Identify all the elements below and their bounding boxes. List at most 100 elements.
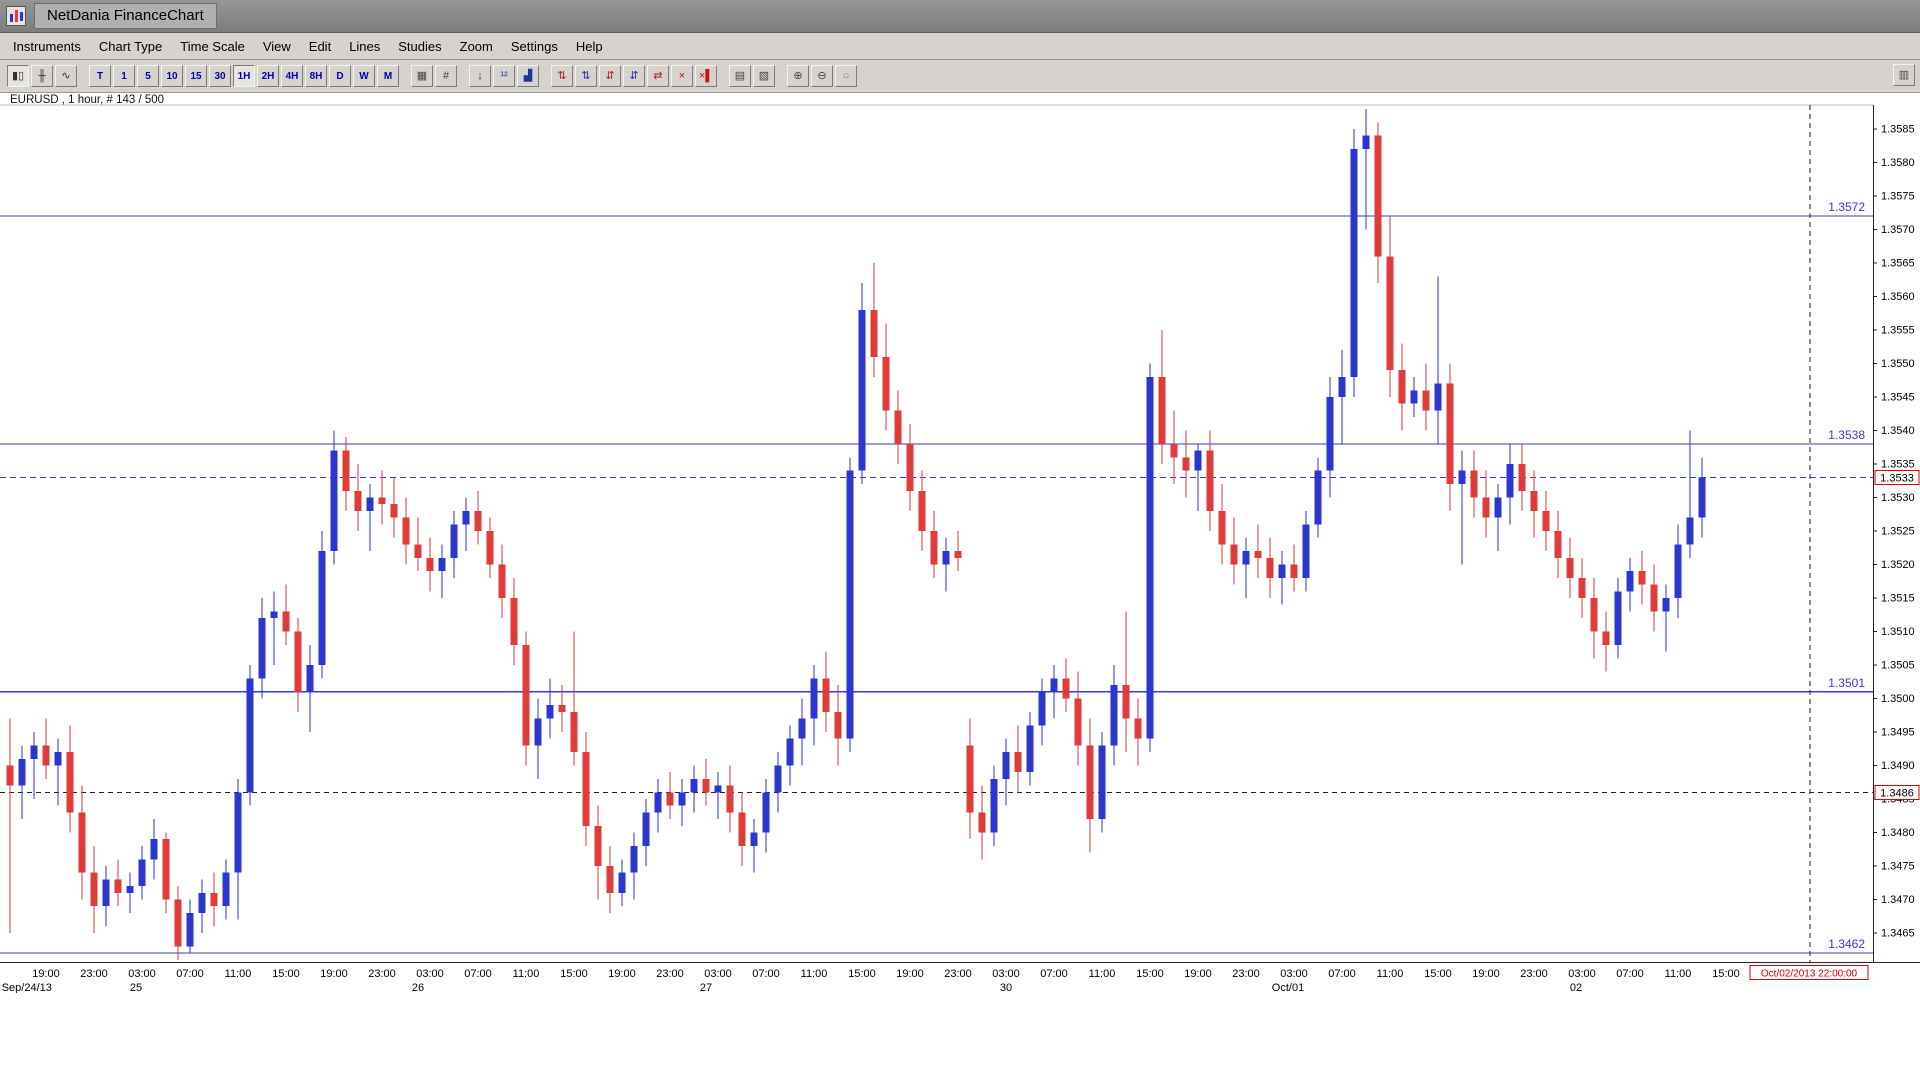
- dashed-line-price-tag: [1874, 784, 1920, 800]
- x-axis-time-label: 11:00: [801, 968, 828, 980]
- panel-toggle-button[interactable]: ▥: [1893, 64, 1915, 86]
- toolbar-group-signals: ⇅ ⇅ ⇵ ⇵ ⇄ × ×▌: [550, 65, 718, 87]
- arrows-up-down-red-button[interactable]: ⇅: [551, 65, 573, 87]
- menu-chart-type[interactable]: Chart Type: [98, 38, 163, 54]
- volume-button[interactable]: ▟: [517, 65, 539, 87]
- menu-settings[interactable]: Settings: [510, 38, 558, 54]
- delete-all-signals-button[interactable]: ×▌: [695, 65, 717, 87]
- y-axis-label: 1.3555: [1881, 325, 1915, 337]
- x-axis-time-label: 11:00: [1377, 968, 1404, 980]
- x-axis-time-label: 03:00: [992, 968, 1020, 980]
- arrows-pair-blue-button[interactable]: ⇵: [623, 65, 645, 87]
- x-axis-time-label: 23:00: [368, 968, 396, 980]
- y-axis-label: 1.3585: [1881, 124, 1915, 136]
- x-axis-date-label: 25: [130, 982, 142, 993]
- current-price-tag: [1874, 469, 1920, 485]
- y-axis-label: 1.3560: [1881, 291, 1915, 303]
- menu-help[interactable]: Help: [575, 38, 603, 54]
- zoom-reset-button[interactable]: ○: [835, 65, 857, 87]
- x-axis-time-label: 15:00: [1136, 968, 1164, 980]
- x-axis-time-label: 03:00: [1568, 968, 1596, 980]
- chart-info-label: EURUSD , 1 hour, # 143 / 500: [10, 94, 165, 106]
- x-axis-time-label: 23:00: [944, 968, 972, 980]
- timeframe-30m-button[interactable]: 30: [209, 65, 231, 87]
- menu-time-scale[interactable]: Time Scale: [180, 38, 245, 54]
- y-axis-label: 1.3495: [1881, 727, 1915, 739]
- menu-view[interactable]: View: [262, 38, 291, 54]
- y-axis-label: 1.3575: [1881, 191, 1915, 203]
- y-axis-label: 1.3490: [1881, 760, 1915, 772]
- y-axis-label: 1.3505: [1881, 660, 1915, 672]
- zoom-in-button[interactable]: ⊕: [787, 65, 809, 87]
- x-axis-time-label: 15:00: [560, 968, 588, 980]
- candles: [6, 108, 1706, 960]
- candlestick-chart-button[interactable]: ▮▯: [7, 65, 29, 87]
- time-line-tag: [1749, 965, 1869, 980]
- timeframe-5m-button[interactable]: 5: [137, 65, 159, 87]
- x-axis-time-label: 07:00: [176, 968, 204, 980]
- x-axis-time-label: 11:00: [1665, 968, 1692, 980]
- timeframe-15m-button[interactable]: 15: [185, 65, 207, 87]
- x-axis-date-label: 26: [412, 982, 424, 993]
- y-axis-label: 1.3520: [1881, 559, 1915, 571]
- x-axis-time-label: 19:00: [608, 968, 636, 980]
- x-axis-time-label: 07:00: [1040, 968, 1068, 980]
- chart-area[interactable]: EURUSD , 1 hour, # 143 / 500 1.3572 1.353…: [0, 93, 1920, 1080]
- timeframe-4h-button[interactable]: 4H: [281, 65, 303, 87]
- app-icon: [6, 6, 26, 26]
- data-cursor-button[interactable]: ↓: [469, 65, 491, 87]
- y-axis-label: 1.3480: [1881, 827, 1915, 839]
- bar-chart-button[interactable]: ╫: [31, 65, 53, 87]
- arrows-up-down-blue-button[interactable]: ⇅: [575, 65, 597, 87]
- y-axis-label: 1.3550: [1881, 358, 1915, 370]
- y-axis-label: 1.3465: [1881, 928, 1915, 940]
- price-levels-button[interactable]: ¹²: [493, 65, 515, 87]
- x-axis-time-label: 15:00: [1424, 968, 1452, 980]
- x-axis-date-label: 27: [700, 982, 712, 993]
- toolbar-group-annotations: ↓ ¹² ▟: [468, 65, 540, 87]
- toolbar-group-timeframes: T 1 5 10 15 30 1H 2H 4H 8H D W M: [88, 65, 400, 87]
- current-price-tag-text: 1.3533: [1880, 472, 1914, 484]
- timeframe-2h-button[interactable]: 2H: [257, 65, 279, 87]
- timeframe-1h-button[interactable]: 1H: [233, 65, 255, 87]
- delete-signal-button[interactable]: ×: [671, 65, 693, 87]
- x-axis-time-label: 23:00: [1520, 968, 1548, 980]
- menu-instruments[interactable]: Instruments: [13, 38, 81, 54]
- window-title: NetDania FinanceChart: [34, 3, 217, 29]
- timeframe-tick-button[interactable]: T: [89, 65, 111, 87]
- menu-zoom[interactable]: Zoom: [459, 38, 493, 54]
- arrows-pair-red-button[interactable]: ⇵: [599, 65, 621, 87]
- y-axis-label: 1.3470: [1881, 894, 1915, 906]
- x-axis-time-label: 15:00: [272, 968, 300, 980]
- line-chart-button[interactable]: ∿: [55, 65, 77, 87]
- crosshair-button[interactable]: #: [435, 65, 457, 87]
- timeframe-1mo-button[interactable]: M: [377, 65, 399, 87]
- zoom-out-button[interactable]: ⊖: [811, 65, 833, 87]
- timeframe-8h-button[interactable]: 8H: [305, 65, 327, 87]
- toolbar-group-chart-type: ▮▯ ╫ ∿: [6, 65, 78, 87]
- grid-button[interactable]: ▦: [411, 65, 433, 87]
- y-axis-label: 1.3530: [1881, 492, 1915, 504]
- price-chart-canvas[interactable]: 1.3572 1.3538 1.3501 1.3462 1.3585 1.3580 1.35…: [0, 93, 1920, 993]
- timeframe-1m-button[interactable]: 1: [113, 65, 135, 87]
- menu-studies[interactable]: Studies: [398, 38, 442, 54]
- y-axis-label: 1.3515: [1881, 593, 1915, 605]
- timeframe-1w-button[interactable]: W: [353, 65, 375, 87]
- print-preview-button[interactable]: ▧: [753, 65, 775, 87]
- y-axis-label: 1.3535: [1881, 459, 1915, 471]
- dashed-line-price-tag-text: 1.3486: [1880, 787, 1914, 799]
- timeframe-10m-button[interactable]: 10: [161, 65, 183, 87]
- toolbar-group-layout: ▦ #: [410, 65, 458, 87]
- menu-bar: Instruments Chart Type Time Scale View Edit L…: [0, 33, 1920, 60]
- toolbar-right: ▥: [1892, 64, 1916, 86]
- menu-lines[interactable]: Lines: [349, 38, 381, 54]
- edit-signals-button[interactable]: ⇄: [647, 65, 669, 87]
- toolbar-group-zoom: ⊕ ⊖ ○: [786, 65, 858, 87]
- x-axis-date-label: Oct/01: [1272, 982, 1304, 993]
- print-button[interactable]: ▤: [729, 65, 751, 87]
- y-axis-label: 1.3570: [1881, 224, 1915, 236]
- x-axis-time-label: 07:00: [752, 968, 780, 980]
- menu-edit[interactable]: Edit: [308, 38, 332, 54]
- timeframe-1d-button[interactable]: D: [329, 65, 351, 87]
